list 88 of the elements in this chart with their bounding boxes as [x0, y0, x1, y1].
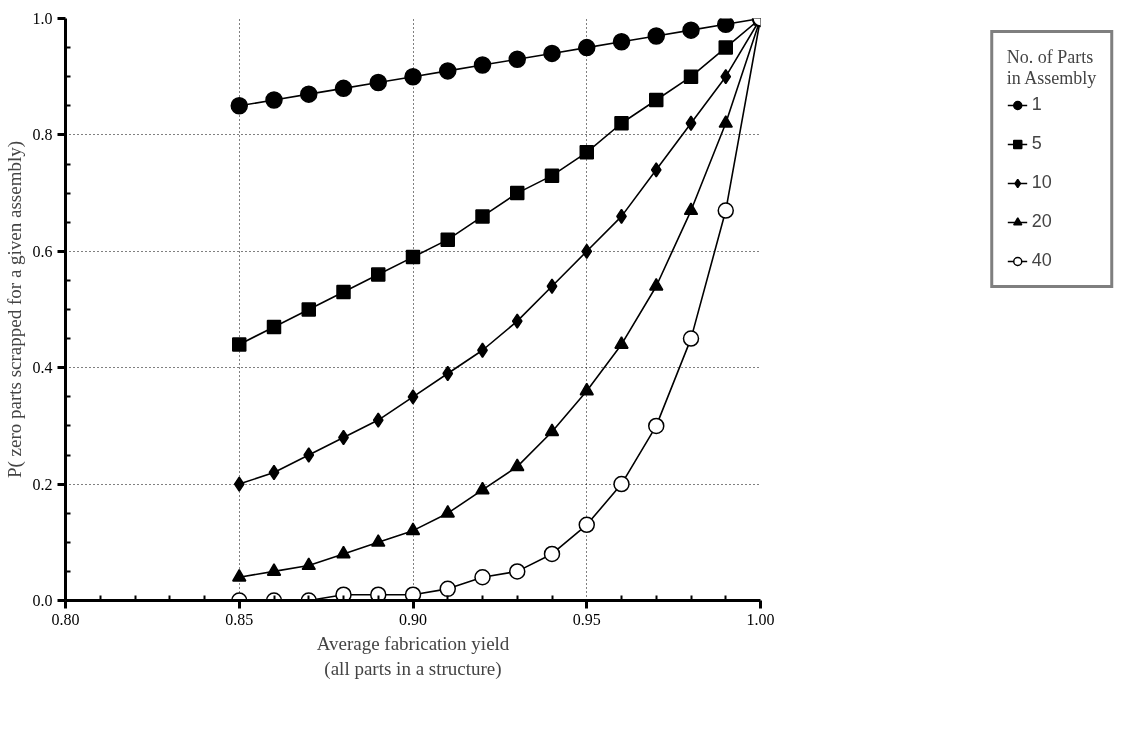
point [650, 162, 662, 178]
point [334, 79, 353, 98]
point [405, 249, 421, 265]
point [718, 115, 733, 128]
point [581, 243, 593, 260]
point [266, 319, 282, 335]
y-tick-label: 0.2 [32, 475, 53, 493]
point [613, 475, 630, 493]
point [510, 185, 525, 201]
point [405, 522, 421, 536]
point [682, 21, 700, 39]
y-tick-label: 0.8 [32, 126, 53, 144]
point [440, 232, 455, 247]
point [612, 33, 631, 51]
point [543, 545, 561, 563]
point [440, 504, 455, 518]
point [544, 423, 560, 437]
x-tick-label: 0.85 [225, 610, 254, 628]
point [543, 44, 561, 63]
point [370, 586, 387, 601]
x-tick-label: 0.90 [399, 610, 427, 628]
legend-label: 40 [1031, 250, 1052, 271]
point [230, 97, 248, 115]
point [233, 476, 245, 492]
point [649, 92, 664, 108]
point [685, 115, 697, 132]
point [442, 365, 454, 382]
point [266, 563, 282, 576]
x-tick-label: 0.95 [572, 610, 601, 628]
point [578, 38, 596, 57]
point [232, 337, 247, 352]
point [265, 91, 283, 109]
point [614, 116, 629, 131]
point [371, 267, 386, 282]
point [232, 568, 247, 582]
legend-label: 20 [1031, 211, 1052, 232]
point [335, 586, 352, 601]
point [336, 284, 351, 300]
point [578, 516, 595, 534]
x-axis-title: Average fabrication yield (all parts in a structure) [316, 632, 510, 680]
point [301, 302, 316, 317]
point [649, 277, 664, 291]
point [439, 62, 457, 80]
point [301, 557, 316, 571]
point [336, 545, 351, 559]
point [546, 278, 558, 294]
point [404, 586, 422, 601]
point [404, 67, 422, 86]
point [544, 168, 560, 183]
point [371, 534, 386, 547]
y-tick-label: 0.4 [32, 359, 53, 377]
point [717, 202, 734, 219]
point [648, 417, 665, 435]
point [717, 18, 735, 34]
point [475, 481, 490, 495]
point [511, 313, 523, 329]
point [682, 330, 700, 347]
point [579, 382, 594, 396]
y-tick-label: 0.0 [32, 592, 53, 609]
point [300, 85, 318, 103]
point [268, 464, 280, 481]
point [614, 336, 629, 349]
point [439, 580, 456, 598]
point [509, 563, 526, 580]
point [718, 40, 733, 55]
y-tick-label: 1.0 [32, 10, 53, 27]
y-tick-label: 0.6 [32, 242, 53, 260]
point [473, 56, 492, 74]
point [475, 209, 490, 224]
point [369, 73, 387, 92]
legend-title: No. of Parts in Assembly [1006, 47, 1097, 89]
x-tick-label: 1.00 [746, 610, 775, 628]
point [579, 145, 594, 160]
y-axis-title: P( zero parts scrapped for a given assembly) [3, 140, 26, 479]
point [647, 27, 665, 45]
point [474, 568, 491, 586]
point [683, 202, 699, 216]
point [510, 458, 525, 472]
point [683, 69, 699, 84]
point [372, 412, 384, 428]
legend-label: 10 [1031, 172, 1052, 193]
x-tick-label: 0.80 [51, 610, 80, 628]
point [508, 50, 526, 68]
point [407, 389, 419, 405]
legend-label: 1 [1031, 94, 1043, 115]
legend-label: 5 [1031, 133, 1043, 154]
point [720, 68, 732, 85]
point [303, 447, 315, 463]
